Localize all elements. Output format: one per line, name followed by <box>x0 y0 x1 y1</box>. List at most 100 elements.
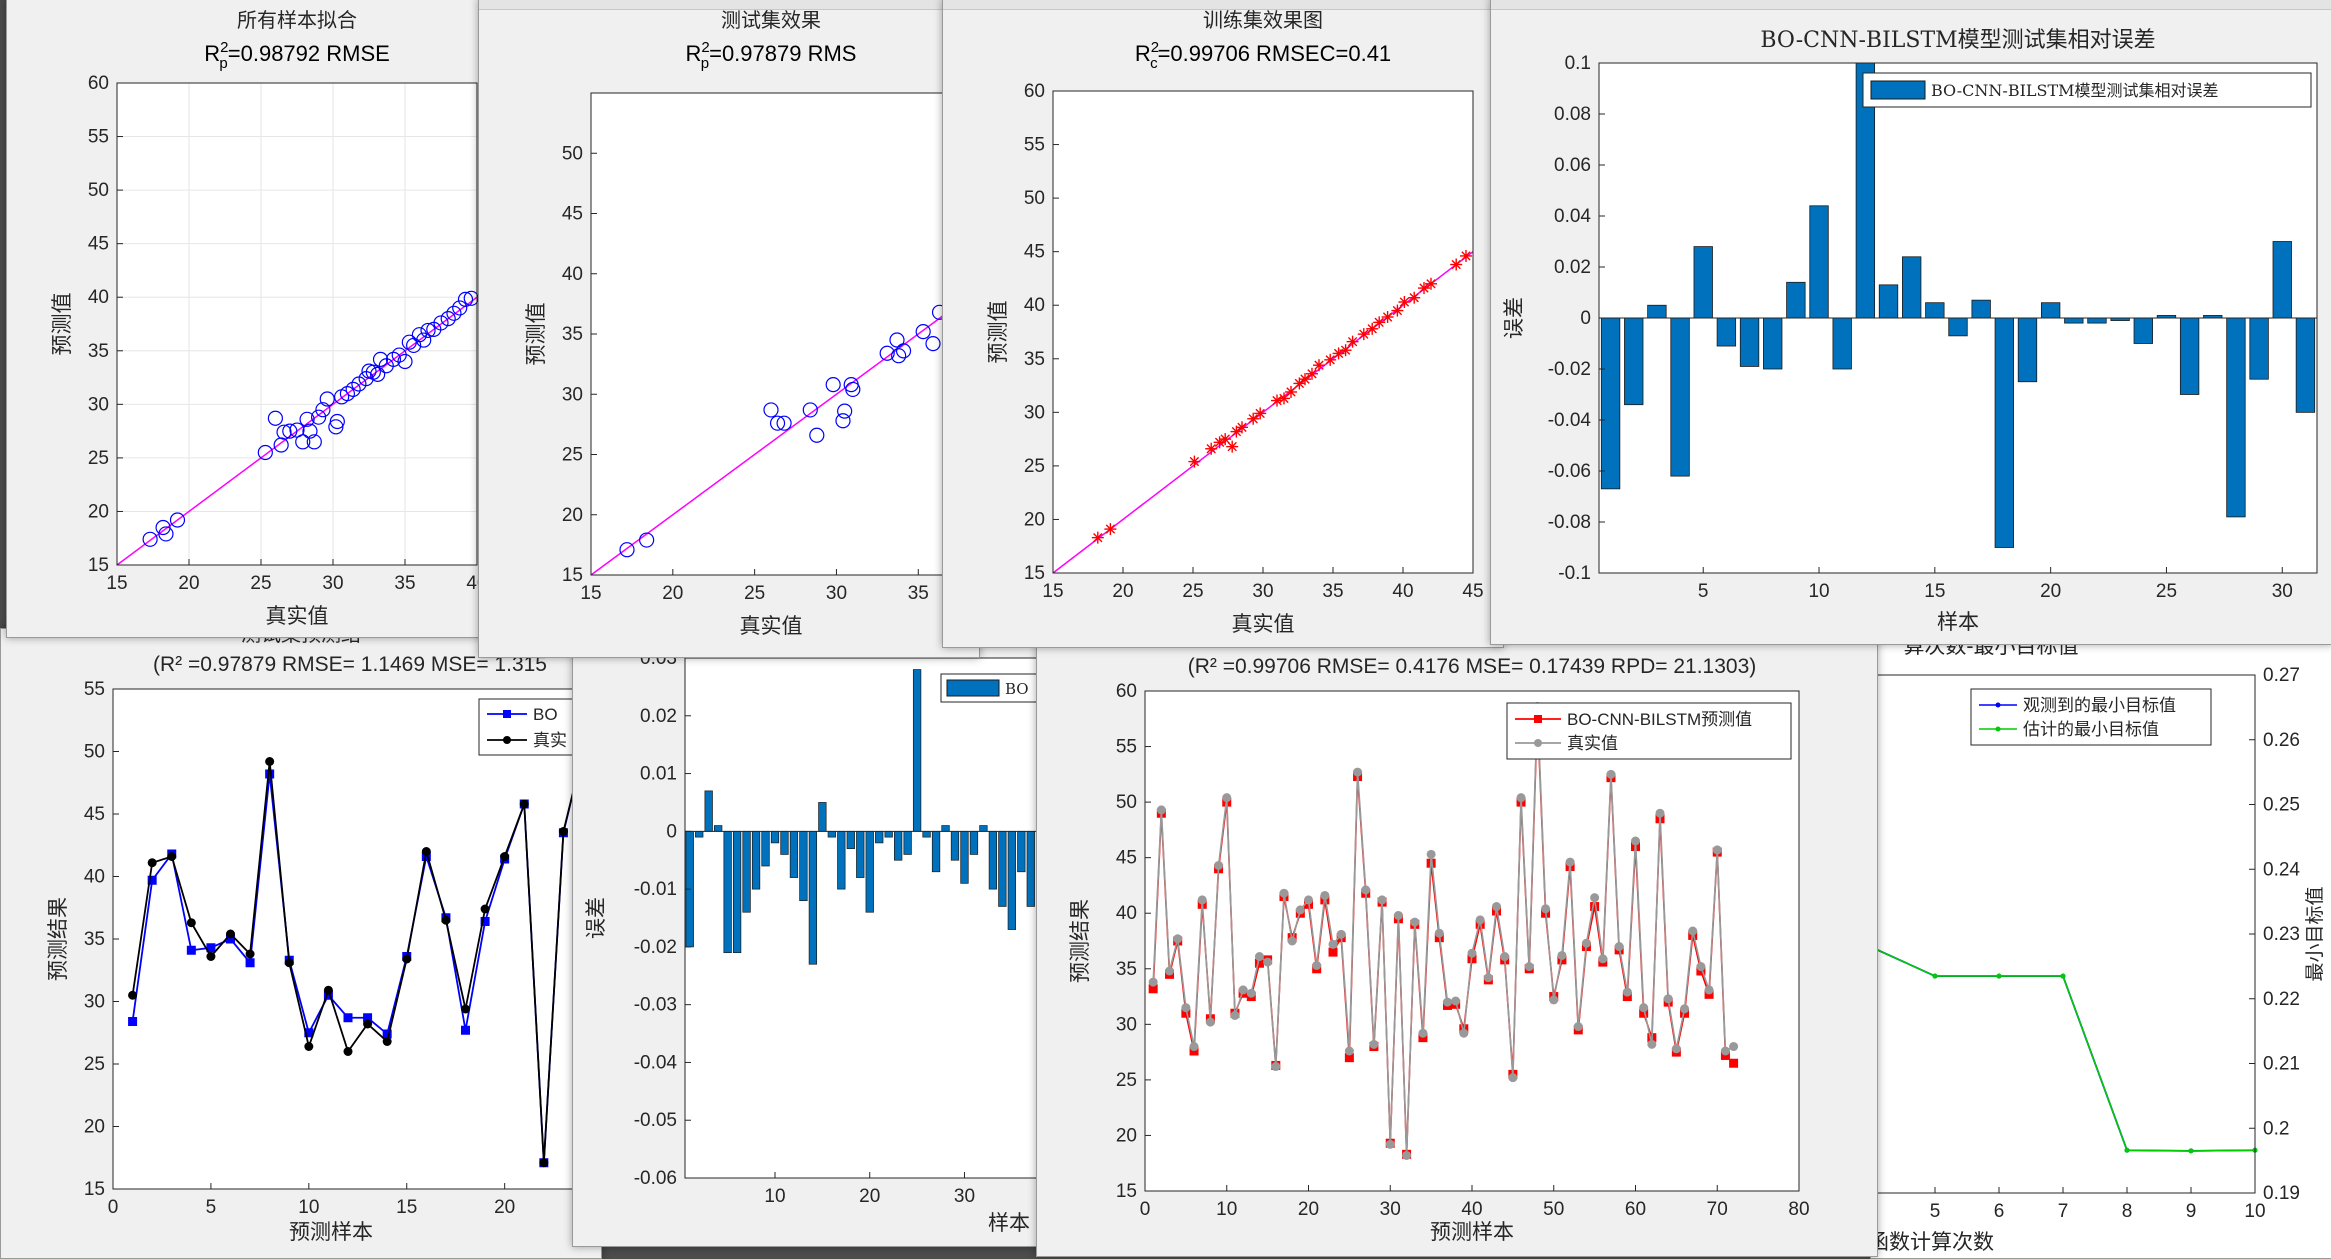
series-marker <box>1165 966 1175 976</box>
star-stroke <box>1426 279 1436 289</box>
series-marker <box>1655 808 1665 818</box>
y-tick-label: 30 <box>1116 1014 1137 1035</box>
data-point <box>835 413 851 429</box>
x-tick-label: 30 <box>1380 1199 1401 1220</box>
figure-toolbar[interactable] <box>479 0 979 10</box>
star-stroke <box>1255 408 1265 419</box>
x-tick-label: 25 <box>744 583 765 604</box>
figure-toolbar[interactable] <box>943 0 1503 10</box>
error-bar <box>941 825 950 832</box>
legend-swatch <box>946 679 1000 697</box>
data-point <box>345 381 361 397</box>
figure-window-bo-min-objective[interactable]: 5 6 7 8 9 10 0.19 0.2 0.21 0.22 0.23 0.24 0.25 0.26 0.… <box>1870 628 2331 1259</box>
legend-marker <box>1534 739 1542 747</box>
series-marker <box>1500 952 1510 962</box>
star-stroke <box>1300 374 1310 384</box>
y-tick-label: 40 <box>84 867 105 888</box>
series-marker <box>1606 769 1616 779</box>
figure-window-train-prediction[interactable]: 0 10 20 30 40 50 60 70 80 15 20 25 30 35 40 45 50 55 60 (R²… <box>1036 630 1878 1257</box>
x-tick-label: 0 <box>108 1197 119 1218</box>
figure-window-test-relative-error[interactable]: 5 10 15 20 25 30 -0.1 -0.08 -0.06 -0.04 -0.02 0 0.02… <box>1490 0 2331 645</box>
data-point <box>802 402 818 418</box>
error-bar <box>988 830 998 890</box>
legend-marker <box>1995 702 2001 708</box>
legend-label: 真实 <box>533 731 567 751</box>
series-marker <box>1729 1058 1739 1068</box>
series-marker <box>1344 1046 1354 1056</box>
star-stroke <box>1227 441 1237 452</box>
plot-area <box>685 658 1045 1178</box>
train-fit-scatter-chart: 15 20 25 30 35 40 45 15 20 25 30 35 40 45 50 55 60 训练集效果图… <box>986 8 1484 636</box>
data-point <box>267 410 283 426</box>
x-axis-label: 预测样本 <box>289 1220 373 1244</box>
series-marker <box>1932 973 1938 979</box>
series-marker <box>441 915 451 925</box>
data-point <box>1313 359 1325 372</box>
star-stroke <box>1347 336 1358 347</box>
series-marker <box>206 952 216 961</box>
y-tick-label: 20 <box>1116 1125 1137 1146</box>
y-tick-label: 0.06 <box>1554 155 1591 176</box>
figure-window-test-prediction[interactable]: 05101520152025303540455055测试集预测结(R² =0.9… <box>0 628 602 1259</box>
star-stroke <box>1220 434 1230 444</box>
data-point <box>315 402 331 418</box>
x-tick-label: 15 <box>106 573 127 594</box>
error-bar <box>894 830 903 861</box>
error-bar <box>1994 317 2014 548</box>
series-marker <box>1516 793 1526 803</box>
data-point <box>282 423 298 439</box>
y-tick-label: 25 <box>1116 1070 1137 1091</box>
y-tick-label: 0 <box>666 821 677 842</box>
x-tick-label: 35 <box>908 583 929 604</box>
legend-box <box>1506 702 1792 760</box>
error-bar <box>1026 830 1035 907</box>
series-marker <box>421 847 431 856</box>
legend: BO <box>940 673 1052 703</box>
error-bar <box>1693 246 1713 319</box>
stat-line: R2 p=0.98792 RMSE <box>204 39 390 72</box>
data-point <box>299 411 315 427</box>
error-bar <box>695 830 704 838</box>
series-marker <box>1680 1004 1690 1014</box>
relative-error-bar-chart: 5 10 15 20 25 30 -0.1 -0.08 -0.06 -0.04 -0.02 0 0.02… <box>1502 28 2318 634</box>
series-marker <box>245 949 255 959</box>
x-tick-label: 30 <box>322 573 343 594</box>
error-bar <box>2017 317 2038 383</box>
data-point <box>895 343 912 359</box>
train-prediction-line-chart: 0 10 20 30 40 50 60 70 80 15 20 25 30 35 40 45 50 55 60 (R²… <box>1068 655 1810 1244</box>
series-marker <box>1598 954 1608 964</box>
legend-label: 估计的最小目标值 <box>2023 720 2159 740</box>
series-marker <box>382 1037 392 1046</box>
series-marker <box>1434 928 1444 938</box>
series-marker <box>1279 888 1289 898</box>
y-tick-label: -0.08 <box>1548 512 1591 533</box>
legend-label: 真实值 <box>1567 734 1618 754</box>
error-bar <box>704 790 713 832</box>
y-tick-label: 55 <box>1024 135 1045 156</box>
data-point <box>1285 385 1297 398</box>
figure-window-test-fit[interactable]: 15 20 25 30 35 15 20 25 30 35 40 45 50 测试集效果 R2 p=0.978… <box>478 0 980 658</box>
figure-window-train-fit[interactable]: 15 20 25 30 35 40 45 15 20 25 30 35 40 45 50 55 60 训练集效果图… <box>942 0 1504 648</box>
data-point <box>295 434 311 450</box>
figure-toolbar[interactable] <box>1491 0 2331 10</box>
series-marker <box>265 757 275 766</box>
axes-box <box>116 82 478 566</box>
y-tick-label: 20 <box>88 501 109 522</box>
x-tick-label: 20 <box>1112 581 1133 602</box>
series-marker <box>1304 895 1313 905</box>
star-stroke <box>1419 283 1429 293</box>
figure-window-all-samples-fit[interactable]: 15 20 25 30 35 40 15 20 25 30 35 40 45 50 55 60 所有样本拟合 R2… <box>6 0 508 638</box>
figure-window-train-error[interactable]: 10 20 30 -0.06 -0.05 -0.04 -0.03 -0.02 -0.01 0 0.0… <box>572 625 1054 1247</box>
error-bar <box>2226 317 2246 518</box>
star-stroke <box>1105 524 1116 534</box>
series-marker <box>1254 952 1264 962</box>
data-point <box>276 424 292 440</box>
x-tick-label: 35 <box>394 573 415 594</box>
series-marker <box>1320 890 1330 900</box>
series-marker <box>1156 805 1166 815</box>
series-marker <box>1459 1028 1469 1038</box>
y-tick-label: 45 <box>562 204 583 225</box>
x-tick-label: 15 <box>1924 581 1945 602</box>
data-point <box>1247 412 1260 425</box>
data-point <box>329 413 345 430</box>
